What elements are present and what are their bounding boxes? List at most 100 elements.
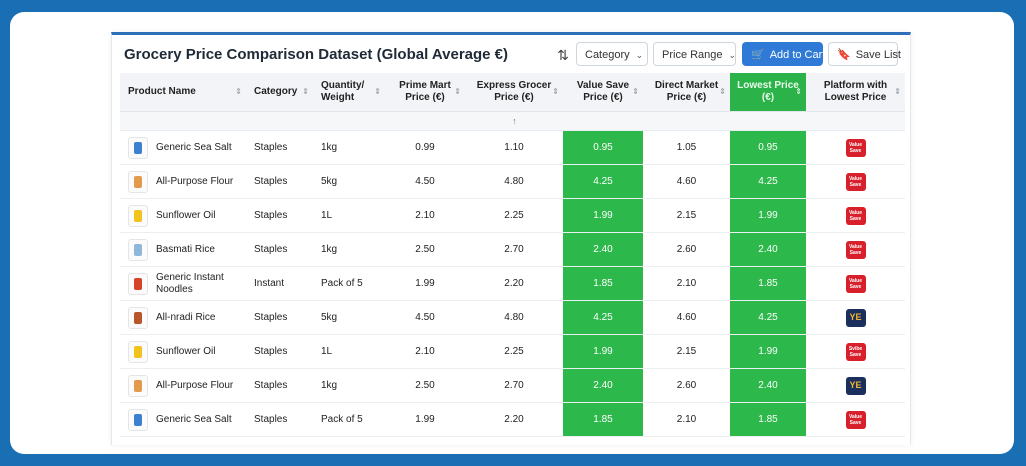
add-to-cart-button[interactable]: 🛒 Add to Cart — [742, 42, 826, 66]
value-save-price: 1.85 — [563, 266, 643, 301]
product-name: All-nradi Rice — [156, 311, 216, 323]
chevron-down-icon: ⌄ — [728, 50, 737, 60]
direct-market-price: 2.15 — [643, 334, 730, 369]
express-grocer-price: 2.70 — [465, 368, 563, 403]
product-cell: Sunflower Oil — [120, 198, 246, 233]
quantity-cell: 1L — [313, 198, 385, 233]
prime-mart-price: 2.50 — [385, 232, 465, 267]
column-header-label: Category — [254, 86, 298, 97]
value-save-price: 2.40 — [563, 232, 643, 267]
direct-market-price: 2.60 — [643, 232, 730, 267]
chevron-down-icon: ⌄ — [635, 50, 644, 60]
quantity-cell: 5kg — [313, 300, 385, 335]
product-thumbnail-icon — [128, 340, 148, 363]
sort-icon[interactable]: ⇕ — [632, 87, 639, 96]
sort-icon[interactable]: ⇕ — [552, 87, 559, 96]
value-save-price: 0.95 — [563, 130, 643, 165]
column-header[interactable]: Quantity/ Weight ⇕ — [313, 73, 385, 112]
column-header[interactable]: Direct Market Price (€) ⇕ — [643, 73, 730, 112]
platform-logo-icon: Value Save — [845, 240, 866, 259]
direct-market-price: 2.60 — [643, 368, 730, 403]
product-cell: Generic Instant Noodles — [120, 266, 246, 301]
direct-market-price: 1.05 — [643, 130, 730, 165]
platform-cell: YE — [806, 368, 905, 403]
lowest-price: 1.99 — [730, 334, 806, 369]
product-name: Generic Sea Salt — [156, 413, 232, 425]
table-row[interactable]: Sunflower Oil Staples 1L 2.10 2.25 1.99 2.15 1.… — [120, 198, 905, 233]
product-name: All-Purpose Flour — [156, 175, 234, 187]
column-header[interactable]: Express Grocer Price (€) ⇕ — [465, 73, 563, 112]
category-cell: Staples — [246, 130, 313, 165]
direct-market-price: 4.60 — [643, 300, 730, 335]
express-grocer-price: 2.25 — [465, 334, 563, 369]
platform-logo-icon: Value Save — [845, 206, 866, 225]
sort-icon[interactable]: ⇕ — [302, 87, 309, 96]
lowest-price: 1.85 — [730, 402, 806, 437]
lowest-price: 1.99 — [730, 198, 806, 233]
express-grocer-price: 2.20 — [465, 402, 563, 437]
sort-icon[interactable]: ⇕ — [795, 87, 802, 96]
sort-icon[interactable]: ⇕ — [374, 87, 381, 96]
filter-row-arrow-icon[interactable]: ↑ — [120, 111, 905, 131]
page-title: Grocery Price Comparison Dataset (Global… — [124, 46, 509, 63]
table-row[interactable]: Sunflower Oil Staples 1L 2.10 2.25 1.99 2.15 1.… — [120, 334, 905, 369]
prime-mart-price: 1.99 — [385, 266, 465, 301]
sort-icon[interactable]: ⇕ — [894, 87, 901, 96]
lowest-price: 0.95 — [730, 130, 806, 165]
price-range-label: Price Range — [662, 49, 723, 61]
prime-mart-price: 0.99 — [385, 130, 465, 165]
category-cell: Staples — [246, 164, 313, 199]
product-name: Generic Sea Salt — [156, 141, 232, 153]
product-thumbnail-icon — [128, 204, 148, 227]
lowest-price: 2.40 — [730, 368, 806, 403]
direct-market-price: 2.15 — [643, 198, 730, 233]
column-header-label: Express Grocer Price (€) — [476, 80, 552, 103]
platform-cell: Value Save — [806, 198, 905, 233]
price-table: Product Name ⇕ Category ⇕ Quantity/ Weight ⇕ P… — [120, 73, 905, 437]
value-save-price: 1.99 — [563, 334, 643, 369]
product-thumbnail-icon — [128, 374, 148, 397]
lowest-price: 4.25 — [730, 164, 806, 199]
platform-cell: Value Save — [806, 130, 905, 165]
sort-icon[interactable]: ⇕ — [235, 87, 242, 96]
express-grocer-price: 1.10 — [465, 130, 563, 165]
product-cell: Basmati Rice — [120, 232, 246, 267]
product-cell: Sunflower Oil — [120, 334, 246, 369]
column-header-label: Quantity/ Weight — [321, 80, 365, 103]
column-header[interactable]: Lowest Price (€) ⇕ — [730, 73, 806, 112]
table-row[interactable]: All-Purpose Flour Staples 5kg 4.50 4.80 4.25 4… — [120, 164, 905, 199]
sort-icon[interactable]: ⇕ — [454, 87, 461, 96]
price-range-dropdown[interactable]: Price Range ⌄ — [653, 42, 736, 66]
dataset-card: Grocery Price Comparison Dataset (Global… — [111, 32, 911, 445]
table-row[interactable]: Basmati Rice Staples 1kg 2.50 2.70 2.40 2.60 2.… — [120, 232, 905, 267]
add-to-cart-label: Add to Cart — [769, 49, 826, 61]
product-thumbnail-icon — [128, 408, 148, 431]
table-row[interactable]: Generic Sea Salt Staples 1kg 0.99 1.10 0.95 1.… — [120, 130, 905, 165]
column-header[interactable]: Category ⇕ — [246, 73, 313, 112]
category-filter-dropdown[interactable]: Category ⌄ — [576, 42, 648, 66]
column-header[interactable]: Platform with Lowest Price ⇕ — [806, 73, 905, 112]
product-thumbnail-icon — [128, 170, 148, 193]
column-header[interactable]: Product Name ⇕ — [120, 73, 246, 112]
product-cell: All-Purpose Flour — [120, 368, 246, 403]
prime-mart-price: 4.50 — [385, 164, 465, 199]
product-thumbnail-icon — [128, 238, 148, 261]
prime-mart-price: 2.10 — [385, 198, 465, 233]
save-list-button[interactable]: 🔖 Save List — [828, 42, 901, 66]
table-row[interactable]: All-nradi Rice Staples 5kg 4.50 4.80 4.25 4.60… — [120, 300, 905, 335]
prime-mart-price: 2.10 — [385, 334, 465, 369]
sort-order-icon[interactable]: ⇅ — [557, 47, 569, 63]
cart-icon: 🛒 — [751, 49, 765, 61]
table-row[interactable]: All-Purpose Flour Staples 1kg 2.50 2.70 2.40 2… — [120, 368, 905, 403]
table-row[interactable]: Generic Sea Salt Staples Pack of 5 1.99 2.20… — [120, 402, 905, 437]
value-save-price: 2.40 — [563, 368, 643, 403]
sort-icon[interactable]: ⇕ — [719, 87, 726, 96]
value-save-price: 1.99 — [563, 198, 643, 233]
platform-cell: YE — [806, 300, 905, 335]
platform-cell: Value Save — [806, 164, 905, 199]
column-header[interactable]: Prime Mart Price (€) ⇕ — [385, 73, 465, 112]
column-header[interactable]: Value Save Price (€) ⇕ — [563, 73, 643, 112]
platform-logo-icon: YE — [845, 376, 866, 395]
express-grocer-price: 2.20 — [465, 266, 563, 301]
